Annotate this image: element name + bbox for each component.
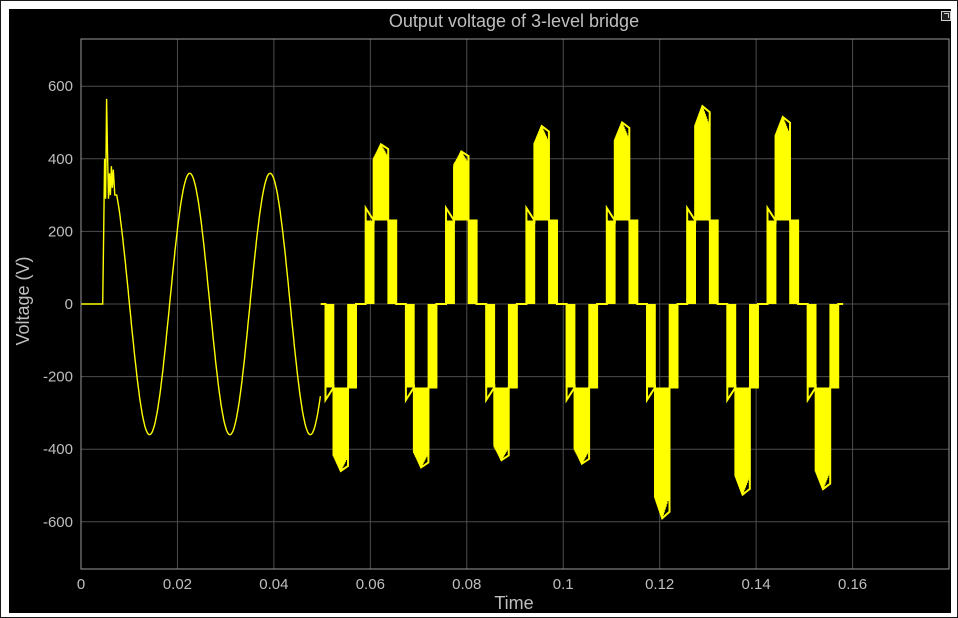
pwm-switching-band	[324, 106, 839, 519]
x-tick-label: 0.12	[645, 576, 674, 593]
y-tick-label: 0	[65, 296, 73, 313]
x-tick-label: 0.04	[259, 576, 288, 593]
x-tick-label: 0	[77, 576, 85, 593]
scope-plot-window: 0 0.02 0.04 0.06 0.08 0.1 0.12 0.14 0.16 -600 -400…	[9, 9, 951, 613]
chart-title: Output voltage of 3-level bridge	[389, 11, 639, 31]
y-tick-label: -400	[43, 441, 73, 458]
y-tick-label: 200	[48, 223, 73, 240]
y-tick-label: 600	[48, 78, 73, 95]
pwm-trace	[320, 104, 844, 520]
y-tick-label: -600	[43, 514, 73, 531]
undock-icon[interactable]	[941, 11, 951, 21]
y-axis-label: Voltage (V)	[13, 256, 33, 345]
plot-area-border	[80, 38, 950, 570]
voltage-trace	[81, 98, 844, 520]
x-axis-label: Time	[494, 593, 533, 613]
x-tick-label: 0.02	[163, 576, 192, 593]
x-tick-label: 0.16	[838, 576, 867, 593]
y-tick-label: 400	[48, 151, 73, 168]
x-tick-label: 0.1	[553, 576, 574, 593]
y-tick-label: -200	[43, 369, 73, 386]
x-tick-label: 0.14	[742, 576, 771, 593]
x-tick-label: 0.06	[356, 576, 385, 593]
sine-trace	[81, 98, 322, 436]
x-tick-label: 0.08	[452, 576, 481, 593]
axes: 0 0.02 0.04 0.06 0.08 0.1 0.12 0.14 0.16 -600 -400…	[43, 38, 950, 593]
voltage-chart: 0 0.02 0.04 0.06 0.08 0.1 0.12 0.14 0.16 -600 -400…	[13, 11, 950, 613]
